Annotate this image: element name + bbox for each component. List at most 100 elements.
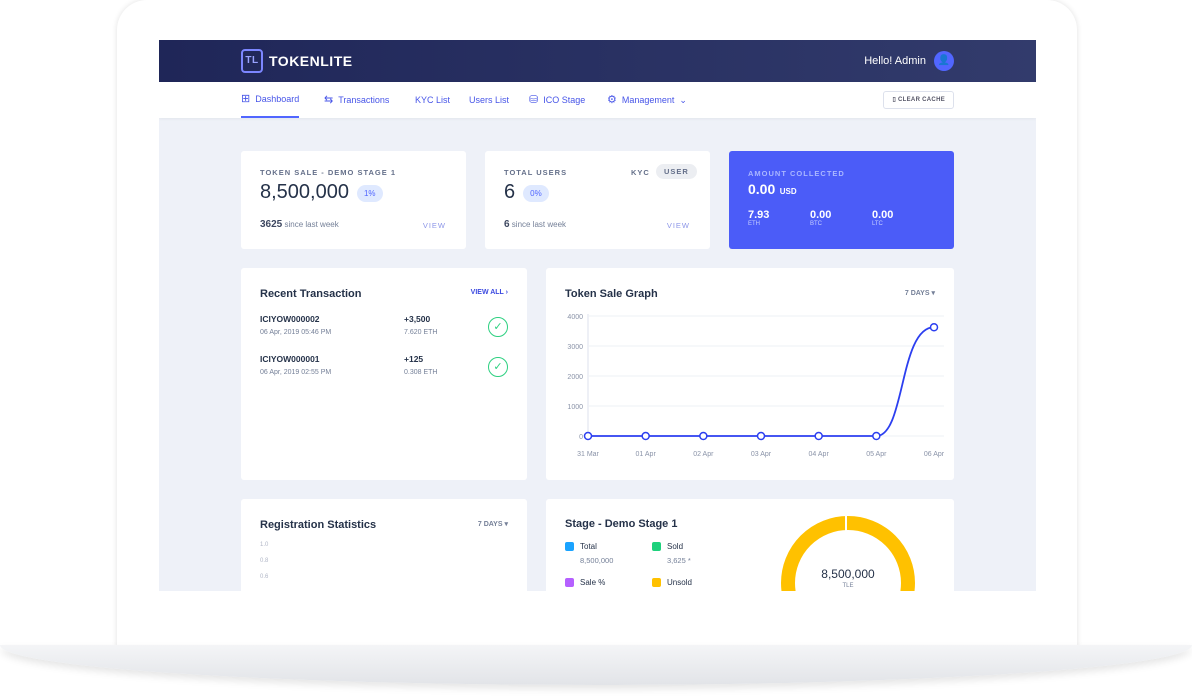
legend-label: Sold [667, 542, 684, 551]
total-users-card: TOTAL USERS KYC USER 6 0% 6 since last we… [485, 151, 710, 249]
view-link[interactable]: VIEW [422, 221, 446, 230]
grid-icon: ⊞ [241, 93, 251, 105]
nav-ico-stage[interactable]: ⛁ ICO Stage [529, 82, 585, 118]
y-tick: 1.0 [260, 542, 269, 548]
btc-value: 0.00 [810, 209, 832, 221]
check-icon: ✓ [488, 357, 508, 377]
legend-label: Total [580, 542, 597, 551]
clear-cache-button[interactable]: ▯ CLEAR CACHE [883, 91, 954, 109]
amount-value: 0.00 [748, 181, 776, 197]
nav-label: ICO Stage [543, 95, 586, 105]
legend-sale-percent: Sale % [565, 578, 605, 587]
view-all-label: VIEW ALL [470, 289, 504, 296]
range-label: 7 DAYS [904, 290, 930, 297]
y-tick-label: 3000 [567, 344, 583, 351]
token-sale-graph-card: Token Sale Graph 7 DAYS ▾ 0 1000 2000 3000 4… [546, 268, 954, 480]
swatch [652, 578, 661, 587]
tx-eth: 7.620 ETH [404, 329, 438, 336]
ltc-value: 0.00 [872, 209, 894, 221]
tx-amount: +125 [404, 354, 424, 364]
card-label: AMOUNT COLLECTED [748, 169, 845, 178]
swatch [565, 542, 574, 551]
trash-icon: ▯ [892, 97, 899, 103]
card-title: Stage - Demo Stage 1 [565, 518, 678, 530]
view-link[interactable]: VIEW [666, 221, 690, 230]
legend-total: Total [565, 542, 597, 551]
check-icon: ✓ [488, 317, 508, 337]
y-tick-label: 0 [579, 434, 583, 441]
coins-icon: ⛁ [529, 94, 539, 106]
users-value: 6 [504, 181, 516, 203]
nav-dashboard[interactable]: ⊞ Dashboard [241, 82, 300, 118]
token-sale-card: TOKEN SALE - DEMO STAGE 1 8,500,000 1% 36… [241, 151, 466, 249]
tx-date: 06 Apr, 2019 05:46 PM [260, 329, 332, 336]
y-tick-label: 1000 [567, 404, 583, 411]
chevron-down-icon: ⌄ [679, 95, 687, 105]
legend-unsold: Unsold [652, 578, 692, 587]
x-tick-label: 31 Mar [577, 451, 599, 458]
top-bar: TL TOKENLITE Hello! Admin 👤 [159, 40, 1036, 82]
range-dropdown[interactable]: 7 DAYS ▾ [477, 521, 508, 528]
gear-icon: ⚙ [607, 94, 617, 106]
donut-gap [845, 515, 847, 531]
card-label: TOKEN SALE - DEMO STAGE 1 [260, 168, 396, 177]
x-tick-label: 01 Apr [636, 451, 657, 458]
series-line [588, 326, 935, 437]
data-point [872, 431, 881, 441]
nav-kyc-list[interactable]: KYC List [415, 82, 450, 118]
x-tick-label: 05 Apr [866, 451, 887, 458]
card-label: TOTAL USERS [504, 168, 568, 177]
legend-value: 8,500,000 [580, 556, 614, 565]
ltc-unit: LTC [872, 221, 883, 227]
tab-kyc[interactable]: KYC [631, 168, 650, 177]
tx-amount: +3,500 [404, 314, 431, 324]
range-dropdown[interactable]: 7 DAYS ▾ [904, 290, 935, 297]
donut-unit: TLE [842, 583, 854, 589]
x-tick-label: 06 Apr [924, 451, 945, 458]
since-value: 6 [504, 219, 510, 230]
since-text: since last week [511, 220, 567, 229]
legend-sold: Sold [652, 542, 683, 551]
user-menu[interactable]: Hello! Admin 👤 [864, 51, 954, 71]
laptop-base [0, 645, 1192, 685]
since-text: since last week [284, 220, 339, 229]
btc-unit: BTC [810, 221, 822, 227]
swatch [565, 578, 574, 587]
nav-label: Dashboard [255, 94, 300, 104]
card-title: Recent Transaction [260, 288, 362, 300]
registration-statistics-card: Registration Statistics 7 DAYS ▾ 1.0 0.8… [241, 499, 527, 591]
nav-users-list[interactable]: Users List [469, 82, 509, 118]
nav-label: Users List [469, 95, 510, 105]
transfer-icon: ⇆ [324, 94, 334, 106]
data-point [929, 323, 939, 332]
since-value: 3625 [260, 219, 283, 230]
x-tick-label: 04 Apr [809, 451, 830, 458]
tx-id[interactable]: ICIYOW000002 [260, 314, 320, 324]
data-point [814, 431, 823, 441]
logo[interactable]: TL TOKENLITE [241, 49, 353, 73]
y-tick: 0.6 [260, 574, 269, 580]
card-title: Registration Statistics [260, 519, 377, 531]
nav-label: Transactions [338, 95, 390, 105]
y-tick-label: 2000 [567, 374, 583, 381]
tx-id[interactable]: ICIYOW000001 [260, 354, 320, 364]
x-tick-label: 03 Apr [751, 451, 772, 458]
y-tick: 0.8 [260, 558, 269, 564]
nav-management[interactable]: ⚙ Management ⌄ [607, 82, 687, 118]
range-label: 7 DAYS [477, 521, 503, 528]
logo-icon: TL [241, 49, 263, 73]
swatch [652, 542, 661, 551]
greeting: Hello! Admin [864, 55, 926, 67]
legend-label: Sale % [580, 578, 606, 587]
nav-label: KYC List [415, 95, 451, 105]
legend-label: Unsold [667, 578, 692, 587]
nav-label: Management [621, 95, 675, 105]
recent-transaction-card: Recent Transaction VIEW ALL › ICIYOW0000… [241, 268, 527, 480]
y-tick-label: 4000 [567, 314, 583, 321]
tab-user[interactable]: USER [656, 164, 697, 179]
nav-transactions[interactable]: ⇆ Transactions [324, 82, 389, 118]
percent-badge: 1% [356, 185, 383, 203]
tx-date: 06 Apr, 2019 02:55 PM [260, 369, 332, 376]
view-all-link[interactable]: VIEW ALL › [470, 289, 508, 296]
eth-value: 7.93 [748, 209, 770, 221]
